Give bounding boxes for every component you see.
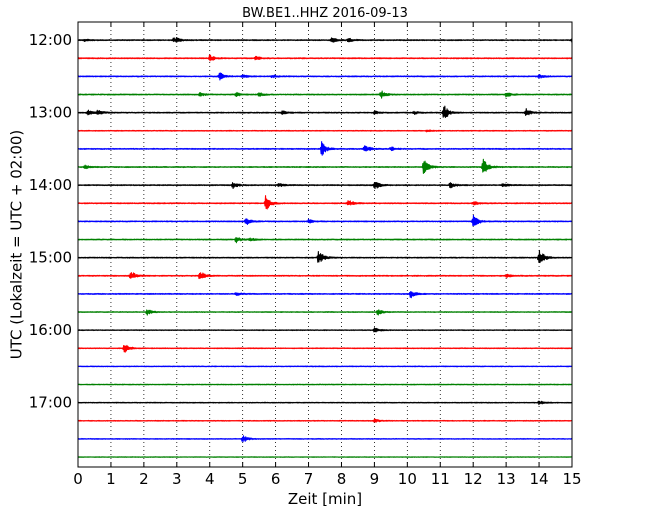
seismogram-trace-1545 xyxy=(77,309,573,316)
y-tick-labels: 12:00 13:00 14:00 15:00 16:00 17:00 xyxy=(29,31,72,412)
axis-ticks xyxy=(77,22,573,467)
y-tick-label: 16:00 xyxy=(29,321,72,339)
x-tick-label: 1 xyxy=(106,470,116,488)
x-tick-label: 9 xyxy=(370,470,380,488)
x-tick-label: 4 xyxy=(205,470,215,488)
seismogram-trace-1630 xyxy=(77,365,573,368)
y-tick-label: 12:00 xyxy=(29,31,72,49)
x-tick-label: 11 xyxy=(431,470,450,488)
x-tick-label: 5 xyxy=(238,470,248,488)
seismogram-trace-1500 xyxy=(77,249,573,264)
x-axis-label: Zeit [min] xyxy=(288,490,362,508)
seismogram-trace-1430 xyxy=(77,214,573,227)
x-tick-labels: 0 1 2 3 4 5 6 7 8 9 10 11 12 13 14 15 xyxy=(73,470,581,488)
seismogram-trace-1200 xyxy=(77,36,573,43)
seismogram-trace-1300 xyxy=(77,105,573,118)
x-tick-label: 15 xyxy=(562,470,581,488)
seismogram-trace-1615 xyxy=(77,344,573,353)
seismogram-trace-1645 xyxy=(77,383,573,386)
y-axis-label: UTC (Lokalzeit = UTC + 02:00) xyxy=(8,130,26,360)
chart-title: BW.BE1..HHZ 2016-09-13 xyxy=(242,6,408,21)
seismogram-trace-1715 xyxy=(77,418,573,423)
y-tick-label: 14:00 xyxy=(29,176,72,194)
seismogram-trace-1315 xyxy=(77,129,573,133)
x-tick-label: 10 xyxy=(398,470,417,488)
seismogram-trace-1330 xyxy=(77,141,573,156)
x-tick-label: 12 xyxy=(464,470,483,488)
seismogram-trace-1445 xyxy=(77,237,573,244)
x-tick-label: 8 xyxy=(337,470,347,488)
y-tick-label: 17:00 xyxy=(29,394,72,412)
x-tick-label: 13 xyxy=(497,470,516,488)
seismogram-trace-1400 xyxy=(77,181,573,190)
x-tick-label: 14 xyxy=(530,470,549,488)
seismogram-traces xyxy=(77,36,573,458)
seismogram-trace-1515 xyxy=(77,272,573,280)
x-tick-label: 2 xyxy=(139,470,149,488)
seismogram-trace-1215 xyxy=(77,54,573,62)
y-tick-label: 15:00 xyxy=(29,249,72,267)
x-tick-label: 3 xyxy=(172,470,182,488)
x-tick-label: 7 xyxy=(304,470,314,488)
x-grid xyxy=(110,22,540,467)
seismogram-trace-1700 xyxy=(77,400,573,406)
seismogram-trace-1230 xyxy=(77,72,573,81)
seismogram-trace-1245 xyxy=(77,90,573,99)
seismogram-trace-1530 xyxy=(77,290,573,299)
seismogram-trace-1745 xyxy=(77,456,573,458)
x-tick-label: 0 xyxy=(73,470,83,488)
plot-frame xyxy=(77,21,573,468)
seismogram-trace-1600 xyxy=(77,327,573,333)
seismogram-trace-1415 xyxy=(77,195,573,210)
x-tick-label: 6 xyxy=(271,470,281,488)
seismogram-trace-1730 xyxy=(77,435,573,443)
y-tick-label: 13:00 xyxy=(29,104,72,122)
seismogram-trace-1345 xyxy=(77,158,573,174)
